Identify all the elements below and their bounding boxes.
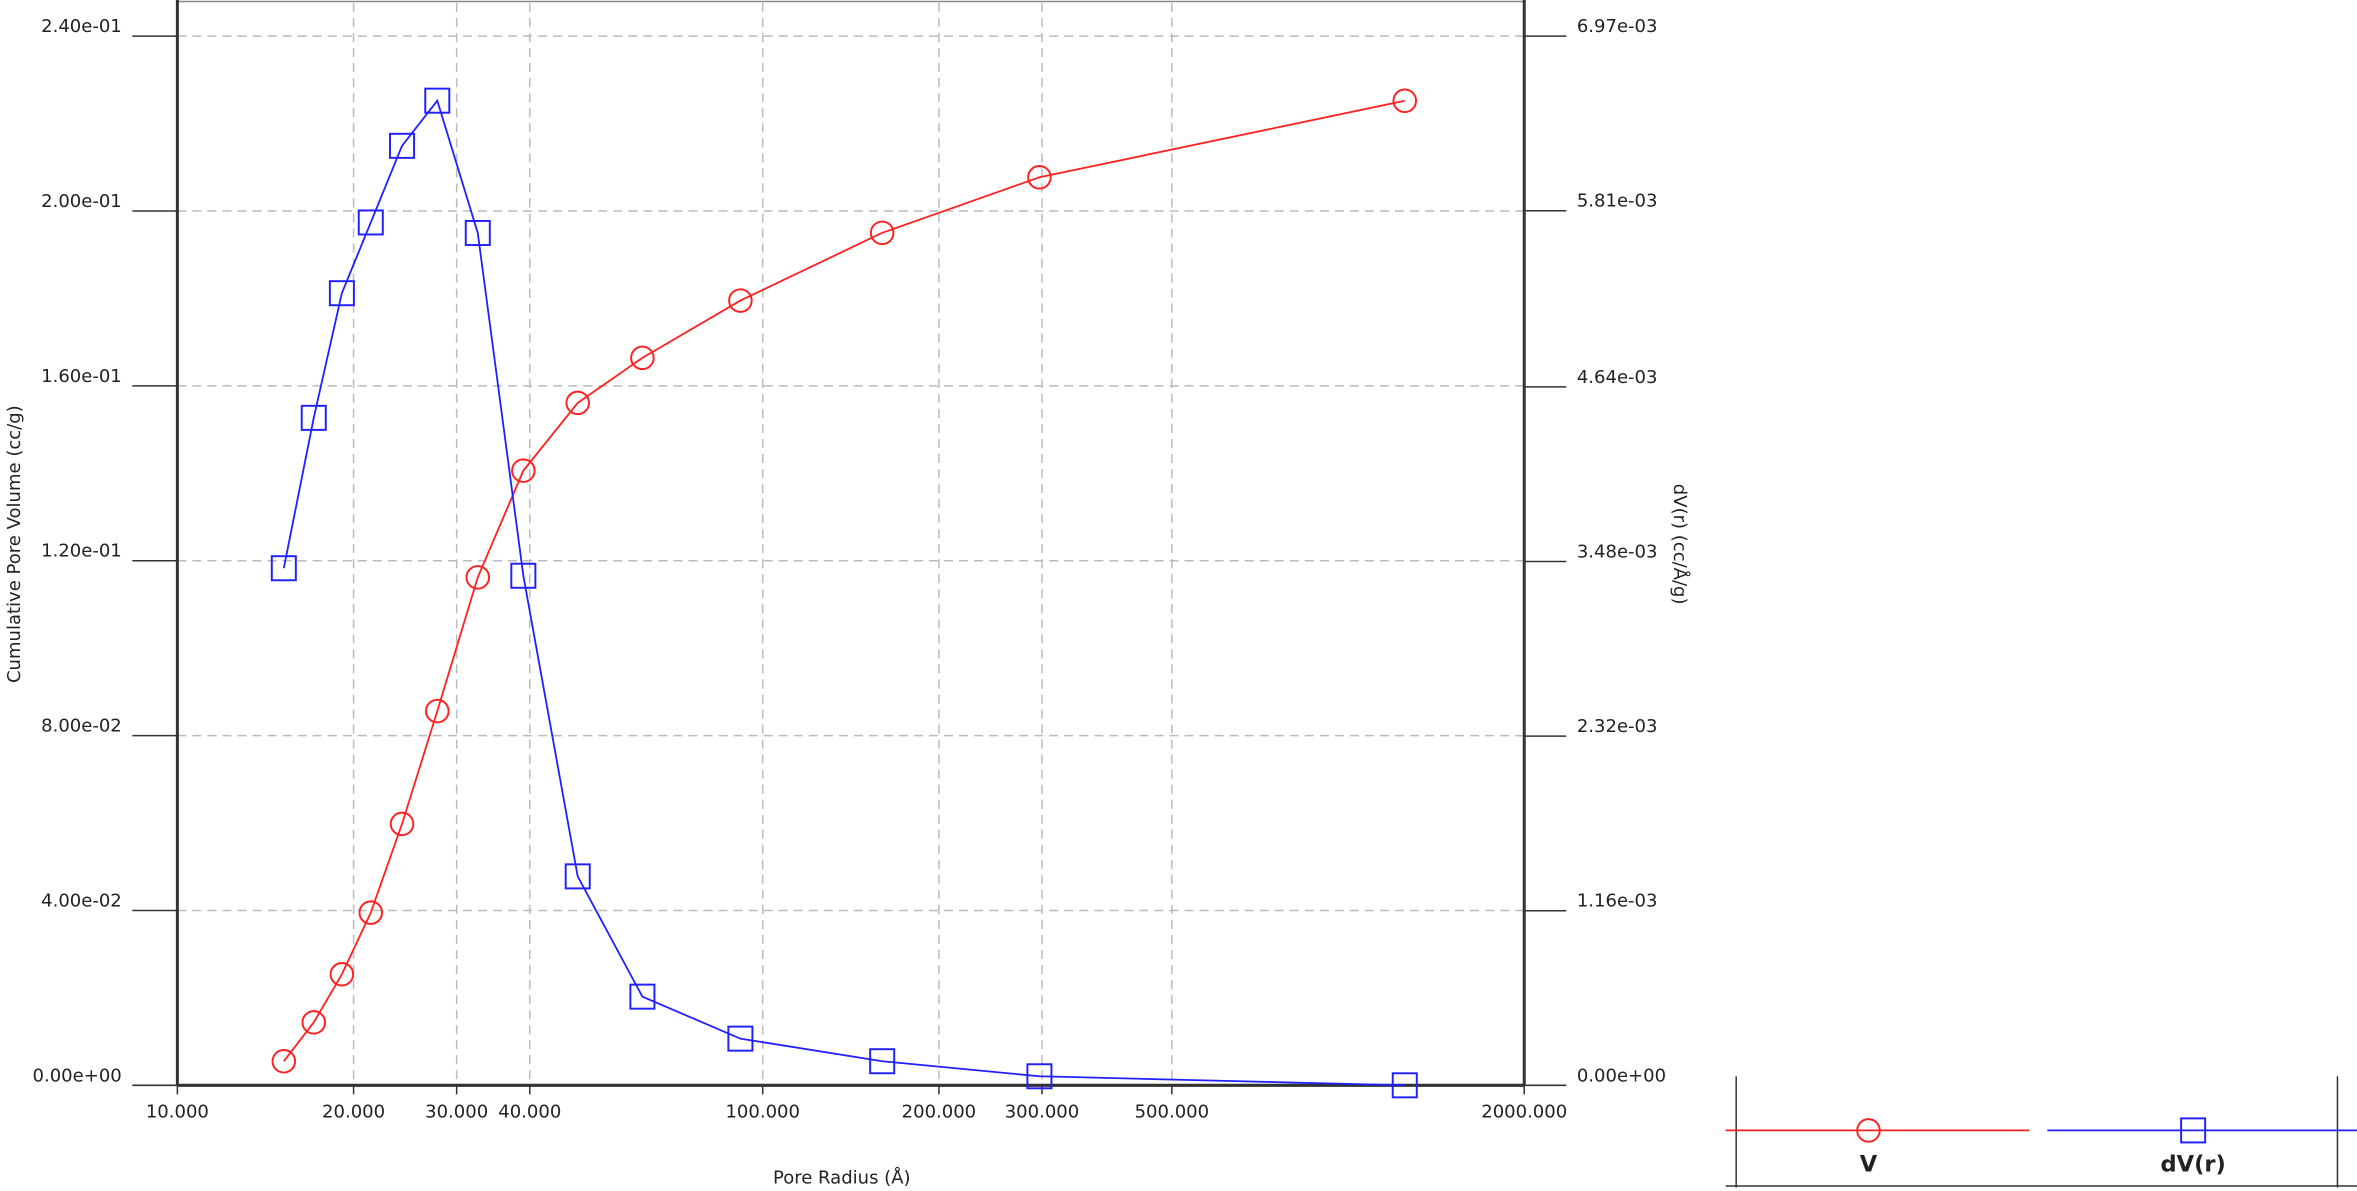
data-point	[564, 863, 591, 890]
y2-tick-label: 4.64e-03	[1577, 367, 1658, 388]
x-tick-label: 100.000	[725, 1101, 800, 1122]
x-tick-label: 40.000	[498, 1101, 561, 1122]
data-point	[389, 811, 415, 837]
data-point	[1392, 88, 1418, 114]
data-point	[1391, 1072, 1418, 1099]
data-point	[869, 1048, 896, 1075]
y2-tick-label: 1.16e-03	[1577, 891, 1658, 912]
data-point	[511, 458, 536, 483]
data-point	[565, 390, 590, 416]
x-tick-label: 30.000	[425, 1101, 488, 1122]
data-point	[728, 288, 753, 313]
legend-label: V	[1860, 1151, 1878, 1177]
y-tick-label: 2.00e-01	[41, 191, 122, 212]
data-point	[630, 345, 655, 371]
data-point	[464, 219, 491, 246]
data-point	[1026, 1063, 1053, 1090]
y-tick-label: 1.20e-01	[41, 541, 122, 562]
legend-label: dV(r)	[2161, 1151, 2226, 1177]
y2-tick-label: 5.81e-03	[1577, 191, 1658, 212]
y2-axis-title: dV(r) (cc/Å/g)	[1669, 484, 1691, 605]
data-point	[389, 132, 416, 159]
data-point	[629, 983, 656, 1010]
data-point	[727, 1025, 754, 1052]
data-point	[869, 220, 895, 246]
x-axis-title: Pore Radius (Å)	[773, 1167, 911, 1189]
x-tick-label: 20.000	[322, 1101, 385, 1122]
data-point	[357, 209, 384, 236]
data-point	[1027, 165, 1052, 190]
x-tick-label: 200.000	[902, 1101, 977, 1122]
x-tick-label: 10.000	[146, 1101, 209, 1122]
data-point	[424, 87, 451, 114]
y2-tick-label: 6.97e-03	[1577, 16, 1658, 37]
data-point	[425, 698, 450, 724]
x-tick-label: 300.000	[1005, 1101, 1080, 1122]
data-point	[465, 565, 491, 590]
x-tick-label: 2000.000	[1481, 1101, 1567, 1122]
y-tick-label: 1.60e-01	[41, 366, 122, 387]
data-point	[301, 1010, 327, 1035]
data-point	[358, 900, 384, 925]
y-tick-label: 8.00e-02	[41, 716, 122, 737]
data-point	[270, 555, 297, 582]
y-axis-title: Cumulative Pore Volume (cc/g)	[4, 405, 25, 683]
y2-tick-label: 2.32e-03	[1577, 716, 1658, 737]
legend-marker	[1856, 1118, 1881, 1143]
y-tick-label: 4.00e-02	[41, 890, 122, 911]
y-tick-label: 2.40e-01	[41, 16, 122, 37]
data-point	[329, 962, 355, 987]
legend-marker	[2180, 1117, 2207, 1144]
y2-tick-label: 3.48e-03	[1577, 541, 1658, 562]
data-point	[510, 562, 537, 589]
y-tick-label: 0.00e+00	[33, 1065, 122, 1086]
data-point	[300, 404, 327, 431]
data-point	[328, 280, 355, 307]
data-point	[271, 1049, 297, 1074]
x-tick-label: 500.000	[1135, 1101, 1210, 1122]
y2-tick-label: 0.00e+00	[1577, 1065, 1666, 1086]
